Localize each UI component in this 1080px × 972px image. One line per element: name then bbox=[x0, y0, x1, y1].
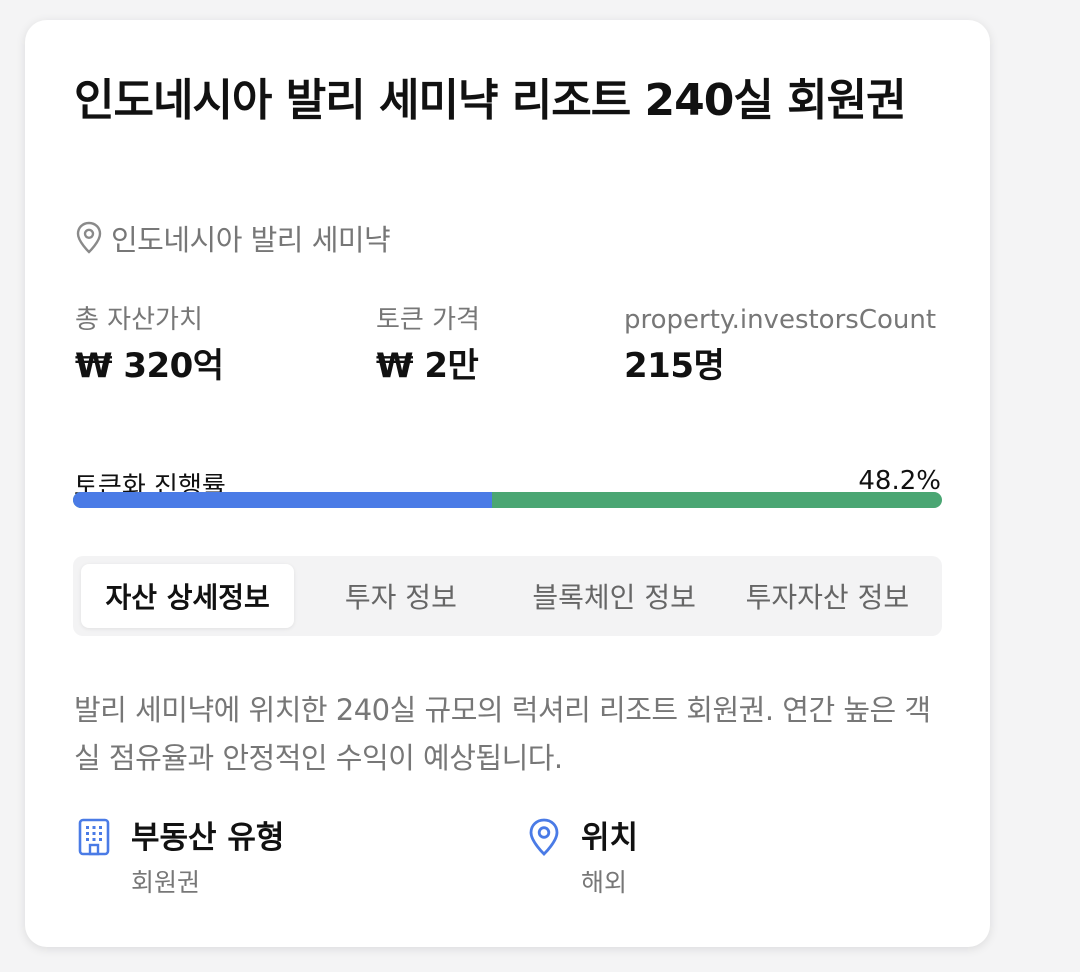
stat-label: property.investorsCount bbox=[624, 305, 937, 335]
stats-row: 총 자산가치 ₩ 320억 토큰 가격 ₩ 2만 property.invest… bbox=[75, 302, 945, 402]
stat-token-price: 토큰 가격 ₩ 2만 bbox=[376, 302, 480, 394]
progress-bar-fill bbox=[73, 492, 492, 508]
tab-asset-details[interactable]: 자산 상세정보 bbox=[81, 564, 295, 628]
info-value: 회원권 bbox=[131, 868, 201, 897]
info-value: 해외 bbox=[581, 868, 628, 897]
stat-label: 토큰 가격 bbox=[376, 305, 480, 335]
stat-value: 215명 bbox=[624, 346, 725, 386]
tab-blockchain-info[interactable]: 블록체인 정보 bbox=[532, 581, 696, 614]
info-title: 부동산 유형 bbox=[131, 820, 285, 856]
tab-investment-asset-info[interactable]: 투자자산 정보 bbox=[745, 581, 910, 614]
map-pin-icon bbox=[527, 818, 561, 856]
stat-total-asset-value: 총 자산가치 ₩ 320억 bbox=[75, 302, 224, 394]
info-location: 위치 해외 bbox=[527, 816, 638, 906]
map-pin-icon bbox=[75, 221, 103, 255]
tab-bar: 자산 상세정보 투자 정보 블록체인 정보 투자자산 정보 bbox=[73, 556, 942, 636]
stat-label: 총 자산가치 bbox=[75, 305, 203, 335]
progress-bar bbox=[73, 492, 942, 508]
tab-investment-info[interactable]: 투자 정보 bbox=[344, 581, 457, 614]
location-text: 인도네시아 발리 세미냑 bbox=[111, 223, 391, 257]
property-description: 발리 세미냑에 위치한 240실 규모의 럭셔리 리조트 회원권. 연간 높은 … bbox=[74, 693, 931, 775]
stat-value: ₩ 320억 bbox=[75, 346, 224, 386]
building-icon bbox=[77, 818, 111, 856]
info-title: 위치 bbox=[581, 820, 639, 856]
stat-value: ₩ 2만 bbox=[376, 346, 479, 386]
property-card: 인도네시아 발리 세미냑 리조트 240실 회원권 인도네시아 발리 세미냑 총… bbox=[25, 20, 990, 947]
stat-investors-count: property.investorsCount 215명 bbox=[624, 302, 936, 394]
page-title: 인도네시아 발리 세미냑 리조트 240실 회원권 bbox=[74, 75, 907, 126]
location-row: 인도네시아 발리 세미냑 bbox=[75, 218, 391, 258]
info-property-type: 부동산 유형 회원권 bbox=[77, 816, 284, 906]
progress-percent: 48.2% bbox=[858, 466, 941, 496]
